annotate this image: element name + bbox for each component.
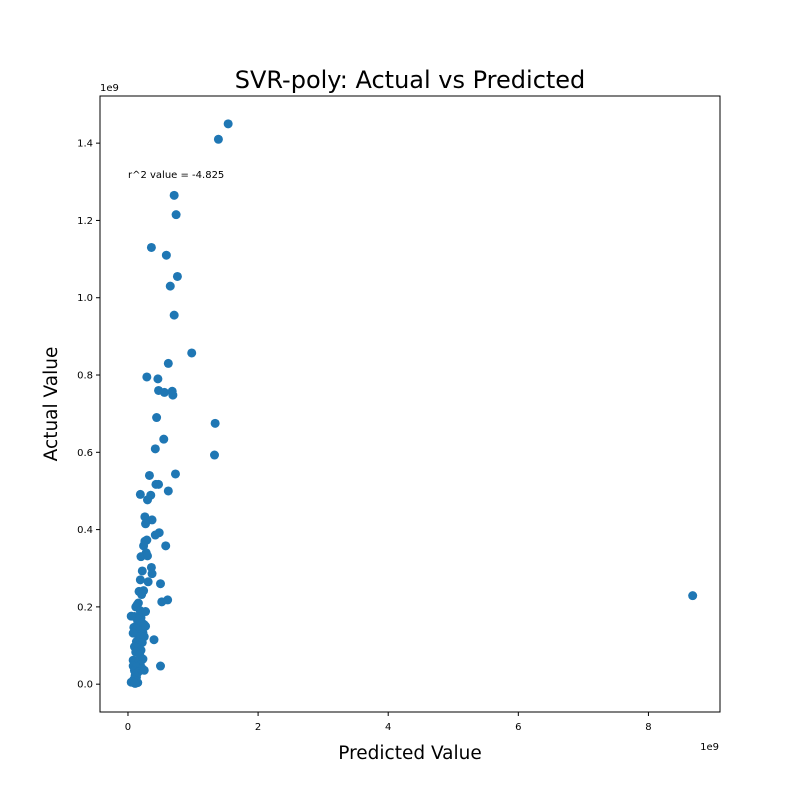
data-point: [688, 591, 698, 601]
data-point: [135, 575, 145, 585]
data-point: [141, 519, 151, 529]
data-point: [142, 495, 152, 505]
data-point: [130, 678, 140, 688]
data-point: [223, 119, 233, 129]
data-point: [161, 250, 171, 260]
data-point: [142, 551, 152, 561]
y-tick-label: 0.8: [77, 371, 93, 382]
data-point: [150, 530, 160, 540]
y-tick-label: 0.6: [77, 448, 93, 459]
data-point: [163, 358, 173, 368]
x-tick-label: 8: [645, 722, 651, 733]
y-tick-label: 1.0: [77, 293, 93, 304]
data-point: [213, 134, 223, 144]
data-point: [142, 372, 152, 382]
data-point: [170, 469, 180, 479]
y-tick-label: 0.0: [77, 680, 93, 691]
data-point: [140, 512, 150, 522]
y-axis-offset-text: 1e9: [100, 83, 119, 94]
x-tick-label: 6: [515, 722, 521, 733]
data-point: [139, 665, 149, 675]
data-point: [147, 569, 157, 579]
x-tick-label: 2: [255, 722, 261, 733]
y-tick-label: 0.2: [77, 602, 93, 613]
data-point: [161, 541, 171, 551]
x-axis-offset-text: 1e9: [700, 742, 719, 753]
data-point: [165, 281, 175, 291]
data-point: [135, 489, 145, 499]
data-point: [153, 374, 163, 384]
y-axis-label: Actual Value: [41, 347, 62, 462]
x-axis-ticks: 0 2 4 6 8: [125, 712, 652, 733]
data-point: [152, 413, 162, 423]
y-tick-label: 0.4: [77, 525, 93, 536]
chart-title: SVR-poly: Actual vs Predicted: [235, 66, 586, 94]
data-point: [169, 310, 179, 320]
data-point: [147, 515, 157, 525]
data-point: [156, 579, 165, 589]
data-point: [141, 607, 151, 617]
data-point: [137, 566, 147, 576]
plot-frame: [99, 95, 721, 713]
data-point: [156, 661, 165, 671]
y-tick-label: 1.4: [77, 139, 93, 150]
x-tick-label: 4: [385, 722, 391, 733]
data-point: [210, 450, 219, 460]
data-point: [159, 434, 169, 444]
r-squared-annotation: r^2 value = -4.825: [128, 170, 224, 181]
data-point: [139, 541, 149, 551]
points-layer: [126, 119, 698, 688]
data-point: [128, 628, 138, 638]
x-axis-label: Predicted Value: [338, 743, 482, 764]
data-point: [163, 486, 173, 496]
data-point: [187, 348, 197, 358]
data-point: [154, 479, 164, 489]
x-tick-label: 0: [125, 722, 131, 733]
data-point: [141, 621, 151, 631]
data-point: [169, 190, 179, 200]
data-point: [168, 390, 178, 400]
data-point: [157, 597, 167, 607]
data-point: [137, 590, 147, 600]
data-point: [159, 387, 169, 397]
data-point: [143, 577, 153, 587]
data-point: [149, 635, 159, 645]
data-point: [150, 444, 160, 454]
data-point: [144, 470, 154, 480]
y-axis-ticks: 0.0 0.2 0.4 0.6 0.8 1.0 1.2 1.4: [77, 139, 100, 691]
data-point: [126, 611, 136, 621]
data-point: [210, 418, 220, 428]
data-point: [171, 210, 181, 220]
data-point: [146, 242, 156, 252]
data-point: [172, 271, 182, 281]
y-tick-label: 1.2: [77, 216, 93, 227]
